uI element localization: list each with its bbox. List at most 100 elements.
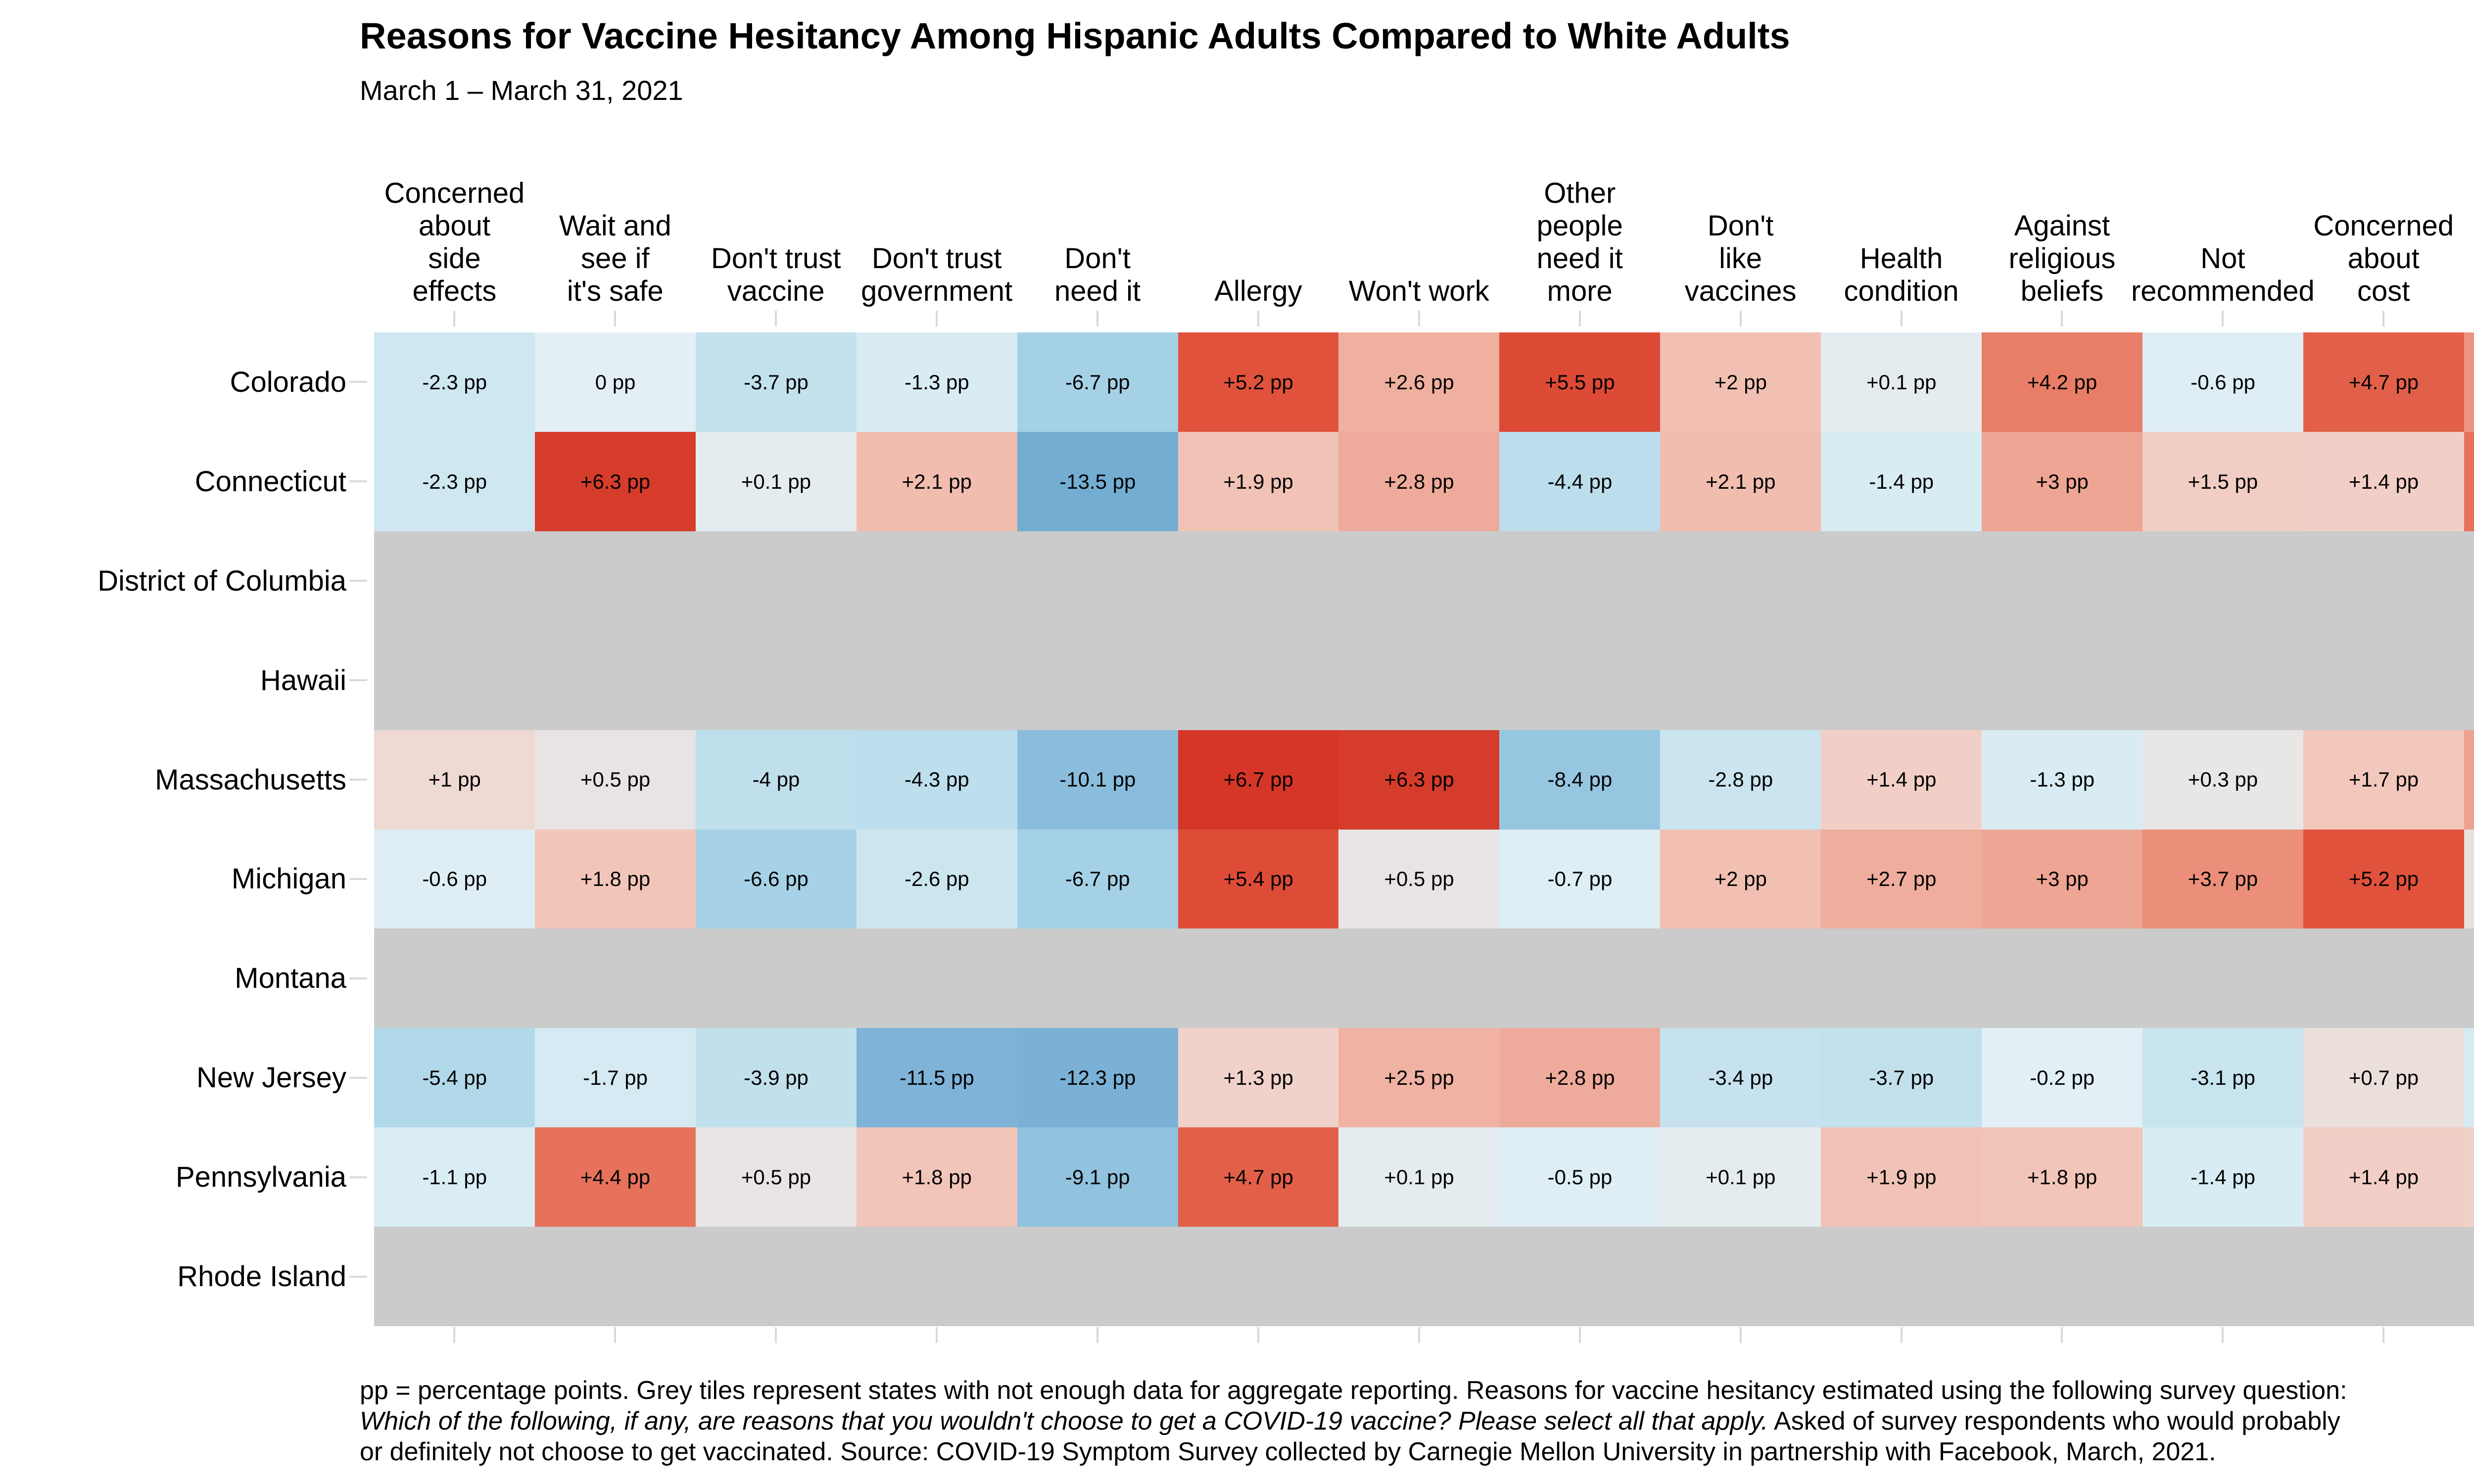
axis-tick-left <box>349 580 367 582</box>
heatmap-cell: +3.1 pp <box>2464 730 2474 830</box>
cell-value: -11.5 pp <box>899 1066 974 1089</box>
column-header: Other people need it more <box>1499 148 1660 308</box>
heatmap-cell: +2.8 pp <box>1338 431 1500 532</box>
heatmap-cell: +2.6 pp <box>1338 332 1500 432</box>
heatmap-cell: +0.3 pp <box>2142 730 2304 830</box>
heatmap-cell: +1.8 pp <box>856 1127 1018 1227</box>
axis-tick-bottom <box>1578 1327 1581 1343</box>
heatmap-cell: +1 pp <box>374 730 535 830</box>
no-data-row <box>374 1227 2474 1327</box>
heatmap-cell: +1.8 pp <box>1982 1127 2143 1227</box>
heatmap-cell: -1.4 pp <box>1821 431 1982 532</box>
cell-value: +4.7 pp <box>1223 1165 1293 1189</box>
axis-tick-bottom <box>453 1327 456 1343</box>
heatmap-cell: -4.3 pp <box>856 730 1018 830</box>
heatmap-cell: -5.4 pp <box>374 1028 535 1128</box>
heatmap-cell: +1.4 pp <box>1821 730 1982 830</box>
column-header: Don't need it <box>1017 148 1178 308</box>
heatmap-cell: +2.8 pp <box>1499 1028 1661 1128</box>
cell-value: -1.3 pp <box>904 370 969 394</box>
heatmap-cell: +0.1 pp <box>1821 332 1982 432</box>
heatmap-cell: -6.7 pp <box>1017 829 1178 929</box>
heatmap-cell: +0.1 pp <box>1660 1127 1821 1227</box>
cell-value: +2 pp <box>1714 867 1767 891</box>
cell-value: +0.1 pp <box>1866 370 1937 394</box>
row-label: Pennsylvania <box>176 1161 346 1194</box>
chart-title: Reasons for Vaccine Hesitancy Among Hisp… <box>360 15 1790 56</box>
cell-value: -8.4 pp <box>1547 768 1613 791</box>
axis-tick-left <box>349 878 367 880</box>
cell-value: -4.3 pp <box>904 768 969 791</box>
cell-value: +4.4 pp <box>580 1165 651 1189</box>
axis-tick-top <box>1418 311 1420 326</box>
column-header: Against religious beliefs <box>1982 148 2142 308</box>
axis-tick-bottom <box>1257 1327 1259 1343</box>
column-header: Concerned about side effects <box>374 148 535 308</box>
cell-value: +0.5 pp <box>580 768 651 791</box>
column-header-label: Don't trust vaccine <box>711 242 841 307</box>
cell-value: +0.1 pp <box>741 469 811 493</box>
column-header: Don't trust government <box>856 148 1017 308</box>
heatmap-cell: +0.1 pp <box>695 431 857 532</box>
cell-value: +0.1 pp <box>1384 1165 1454 1189</box>
heatmap-cell: +4.4 pp <box>534 1127 696 1227</box>
heatmap-cell: +1.5 pp <box>2142 431 2304 532</box>
cell-value: +1.8 pp <box>580 867 651 891</box>
no-data-row <box>374 531 2474 631</box>
column-header: Allergy <box>1178 148 1339 308</box>
heatmap-cell: +1.3 pp <box>1178 1028 1339 1128</box>
heatmap-cell: +2.1 pp <box>1660 431 1821 532</box>
cell-value: +1.9 pp <box>1223 469 1293 493</box>
heatmap-cell: -1.7 pp <box>534 1028 696 1128</box>
column-header-label: Concerned about cost <box>2313 210 2454 307</box>
axis-tick-top <box>1739 311 1742 326</box>
axis-tick-left <box>349 977 367 979</box>
heatmap-cell: +3 pp <box>1982 431 2143 532</box>
cell-value: +2.8 pp <box>1384 469 1454 493</box>
cell-value: +3.7 pp <box>2188 867 2258 891</box>
cell-value: +2.6 pp <box>1384 370 1454 394</box>
axis-tick-top <box>614 311 617 326</box>
column-header: Pregnancy <box>2464 148 2474 308</box>
heatmap-cell: +2 pp <box>1660 332 1821 432</box>
axis-tick-bottom <box>614 1327 617 1343</box>
row-label: Montana <box>235 962 346 995</box>
column-header: Concerned about cost <box>2303 148 2464 308</box>
heatmap-cell: -9.1 pp <box>1017 1127 1178 1227</box>
heatmap-cell: +6.3 pp <box>534 431 696 532</box>
cell-value: +0.7 pp <box>2348 1066 2419 1089</box>
cell-value: -0.5 pp <box>1547 1165 1613 1189</box>
cell-value: +1.4 pp <box>2348 469 2419 493</box>
row-label: Rhode Island <box>177 1260 346 1293</box>
heatmap-cell: +4.2 pp <box>1982 332 2143 432</box>
cell-value: +1.4 pp <box>1866 768 1937 791</box>
column-header-label: Health condition <box>1844 242 1959 307</box>
heatmap-cell: +2.1 pp <box>856 431 1018 532</box>
cell-value: +1.9 pp <box>1866 1165 1937 1189</box>
heatmap-cell: -13.5 pp <box>1017 431 1178 532</box>
cell-value: -2.3 pp <box>422 469 487 493</box>
cell-value: -3.4 pp <box>1708 1066 1773 1089</box>
row-label: Connecticut <box>194 465 346 498</box>
cell-value: 0 pp <box>595 370 636 394</box>
cell-value: +0.3 pp <box>2188 768 2258 791</box>
heatmap-cell: +0.5 pp <box>534 730 696 830</box>
heatmap-cell: -0.5 pp <box>1499 1127 1661 1227</box>
footnote-line1: pp = percentage points. Grey tiles repre… <box>360 1376 2347 1405</box>
cell-value: +2.1 pp <box>902 469 972 493</box>
cell-value: -1.4 pp <box>2190 1165 2255 1189</box>
cell-value: +4.7 pp <box>2348 370 2419 394</box>
cell-value: +6.3 pp <box>1384 768 1454 791</box>
cell-value: +3 pp <box>2036 867 2089 891</box>
heatmap-cell: -1.4 pp <box>2142 1127 2304 1227</box>
heatmap-cell: +0.6 pp <box>2464 829 2474 929</box>
cell-value: -2.3 pp <box>422 370 487 394</box>
row-label: Michigan <box>231 863 346 895</box>
row-label: Hawaii <box>260 664 346 696</box>
axis-tick-bottom <box>2382 1327 2385 1343</box>
column-header-label: Don't like vaccines <box>1684 210 1797 307</box>
heatmap-cell: +5.4 pp <box>1178 829 1339 929</box>
heatmap-cell: +1.9 pp <box>1178 431 1339 532</box>
heatmap-cell: +1.9 pp <box>1821 1127 1982 1227</box>
axis-tick-bottom <box>1418 1327 1420 1343</box>
